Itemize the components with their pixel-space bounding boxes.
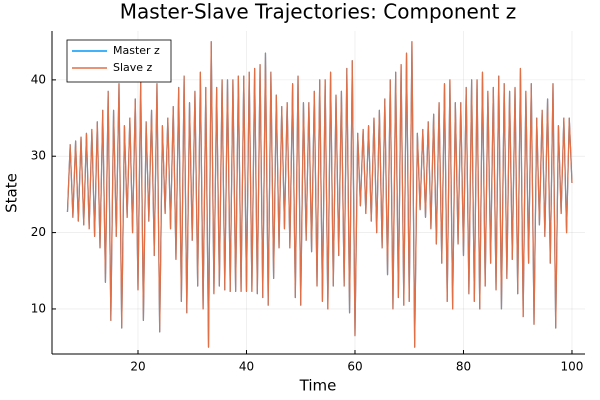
y-axis-label: State — [3, 173, 21, 213]
x-tick-label: 100 — [561, 360, 584, 374]
y-tick-label: 20 — [31, 225, 46, 239]
x-tick-label: 40 — [239, 360, 254, 374]
legend-label: Master z — [113, 44, 160, 57]
legend-box — [66, 39, 172, 83]
chart-title: Master-Slave Trajectories: Component z — [120, 0, 517, 24]
x-tick-label: 20 — [130, 360, 145, 374]
y-tick-label: 10 — [31, 301, 46, 315]
y-tick-label: 30 — [31, 149, 46, 163]
x-tick-label: 80 — [456, 360, 471, 374]
legend-label: Slave z — [113, 61, 153, 74]
x-tick-label: 60 — [347, 360, 362, 374]
x-axis-label: Time — [299, 377, 337, 395]
series-line — [66, 41, 573, 348]
y-tick-label: 40 — [31, 72, 46, 86]
